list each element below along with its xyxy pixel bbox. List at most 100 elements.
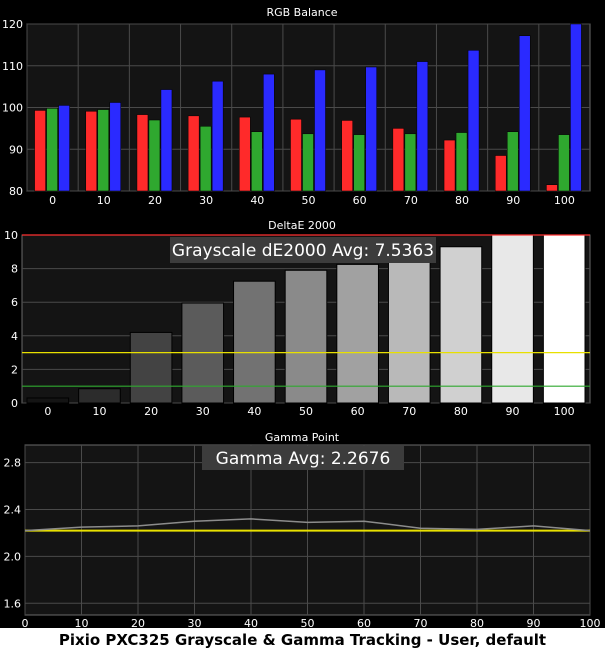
chart-title: RGB Balance (266, 6, 337, 19)
bar-green (455, 132, 468, 192)
bar-blue (263, 73, 275, 192)
bar-red (187, 115, 200, 192)
y-tick-label: 10 (4, 229, 18, 242)
x-tick-label: 40 (244, 617, 258, 630)
x-tick-label: 60 (353, 194, 367, 207)
bar-blue (570, 23, 582, 192)
y-tick-label: 90 (9, 143, 23, 156)
delta-e-bar (233, 280, 276, 404)
chart-rgb: RGB Balance 80 90 100 110 120 0 10 20 30 40 50 60 70 8… (0, 0, 605, 208)
chart-gamma: Gamma Point 1.6 2.0 2.4 2.8 0 10 20 30 40 50 60 70 80… (0, 420, 605, 630)
x-tick-label: 80 (470, 617, 484, 630)
bar-green (148, 119, 161, 192)
bar-red (546, 184, 558, 192)
delta-e-bar (129, 331, 173, 404)
gamma-series-line (24, 518, 591, 532)
bar-red (239, 116, 251, 192)
x-tick-label: 100 (554, 405, 575, 418)
x-tick-label: 70 (402, 405, 416, 418)
annotation-box (170, 237, 436, 263)
delta-e-bar (387, 258, 431, 404)
y-tick-label: 110 (2, 60, 23, 73)
delta-e-bar (491, 234, 534, 404)
x-tick-label: 90 (506, 194, 520, 207)
bar-green (506, 131, 519, 192)
x-tick-label: 50 (299, 405, 313, 418)
x-tick-label: 30 (199, 194, 213, 207)
y-tick-label: 2 (11, 363, 18, 376)
y-tick-label: 6 (11, 296, 18, 309)
x-tick-label: 30 (188, 617, 202, 630)
bar-green (97, 109, 110, 192)
delta-e-bar (336, 263, 379, 404)
bar-red (290, 118, 302, 192)
x-tick-label: 70 (404, 194, 418, 207)
x-tick-label: 50 (302, 194, 316, 207)
y-tick-label: 8 (11, 263, 18, 276)
chart-title: Gamma Point (265, 431, 340, 444)
y-tick-label: 2.4 (4, 503, 22, 516)
x-tick-label: 20 (131, 617, 145, 630)
x-tick-label: 50 (301, 617, 315, 630)
x-tick-label: 20 (144, 405, 158, 418)
delta-e-bar (78, 388, 121, 404)
delta-e-bar (542, 234, 586, 404)
x-tick-label: 60 (357, 617, 371, 630)
bar-green (251, 131, 263, 192)
bar-blue (416, 61, 429, 192)
bar-blue (160, 89, 173, 192)
x-tick-label: 0 (22, 617, 29, 630)
average-annotation: Grayscale dE2000 Avg: 7.5363 (172, 241, 434, 261)
bar-red (136, 114, 149, 192)
bar-blue (365, 66, 377, 192)
bar-red (34, 110, 46, 192)
average-annotation: Gamma Avg: 2.2676 (216, 449, 391, 469)
bar-red (494, 155, 507, 192)
delta-e-bar (26, 397, 70, 404)
bar-blue (211, 80, 224, 192)
bar-blue (467, 50, 480, 192)
x-tick-label: 20 (148, 194, 162, 207)
y-tick-label: 1.6 (4, 597, 22, 610)
x-tick-label: 100 (580, 617, 601, 630)
annotation-box (202, 446, 404, 470)
x-tick-label: 10 (92, 405, 106, 418)
y-tick-label: 80 (9, 185, 23, 198)
y-tick-label: 4 (11, 330, 18, 343)
bar-green (558, 134, 570, 192)
x-tick-label: 90 (506, 405, 520, 418)
bar-red (341, 120, 353, 192)
x-tick-label: 60 (351, 405, 365, 418)
x-tick-label: 40 (250, 194, 264, 207)
x-tick-label: 80 (455, 194, 469, 207)
y-tick-label: 2.0 (4, 550, 22, 563)
y-tick-label: 2.8 (4, 457, 22, 470)
x-tick-label: 10 (75, 617, 89, 630)
x-tick-label: 100 (554, 194, 575, 207)
x-tick-label: 30 (196, 405, 210, 418)
bar-green (404, 133, 417, 192)
y-tick-label: 120 (2, 18, 23, 31)
delta-e-bar (439, 246, 483, 404)
x-tick-label: 0 (44, 405, 51, 418)
bar-green (353, 134, 365, 192)
y-tick-label: 0 (11, 397, 18, 410)
figure-caption: Pixio PXC325 Grayscale & Gamma Tracking … (58, 631, 547, 649)
bar-blue (58, 105, 70, 192)
bar-blue (518, 35, 531, 192)
x-tick-label: 90 (527, 617, 541, 630)
delta-e-bar (284, 269, 328, 404)
x-tick-label: 80 (454, 405, 468, 418)
bar-blue (314, 69, 326, 192)
chart-title: DeltaE 2000 (268, 219, 336, 232)
bar-red (443, 139, 456, 192)
bar-green (46, 108, 58, 192)
bar-blue (109, 102, 122, 192)
bar-red (85, 111, 98, 192)
bar-green (302, 133, 314, 192)
bar-red (392, 128, 405, 192)
bar-green (199, 126, 212, 192)
y-tick-label: 100 (2, 102, 23, 115)
